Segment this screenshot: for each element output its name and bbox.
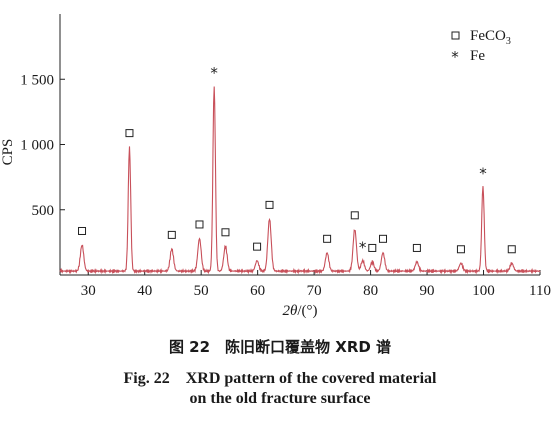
y-tick-label: 500 [32,203,55,219]
feco3-peak-marker [323,234,332,243]
figure-caption-english-line1: Fig. 22 XRD pattern of the covered mater… [123,370,437,387]
x-tick-label: 40 [137,283,152,299]
x-tick-label: 80 [363,283,378,299]
x-tick-label: 70 [307,283,322,299]
x-tick-label: 50 [194,283,209,299]
feco3-peak-marker [456,245,465,254]
fe-peak-marker: * [359,239,367,257]
y-tick-label: 1 500 [20,72,54,88]
fe-peak-marker: * [210,64,218,82]
feco3-peak-marker [265,200,274,209]
fe-peak-marker: * [479,164,487,182]
x-tick-label: 60 [250,283,265,299]
figure-caption-english-line2: on the old fracture surface [189,390,371,407]
x-axis-title: 2θ/(°) [282,303,317,319]
figure-caption-chinese: 图 22 陈旧断口覆盖物 XRD 谱 [168,338,392,356]
feco3-peak-marker [412,243,421,252]
feco3-peak-marker [379,234,388,243]
legend-square-marker [451,31,460,40]
x-tick-label: 100 [472,283,495,299]
y-tick-label: 1 000 [20,138,54,154]
legend-fe-label: Fe [470,48,485,64]
feco3-peak-marker [368,243,377,252]
feco3-peak-marker [507,245,516,254]
feco3-peak-marker [350,211,359,220]
legend-star-marker: * [451,48,459,66]
feco3-peak-marker [167,230,176,239]
feco3-peak-marker [253,242,262,251]
legend-feco3-label: FeCO3 [470,28,511,47]
legend: FeCO3 * Fe [451,28,511,66]
y-axis-title: CPS [0,139,16,166]
feco3-peak-marker [195,220,204,229]
xrd-series-line [59,86,541,275]
x-tick-label: 110 [529,283,551,299]
feco3-peak-marker [221,228,230,237]
feco3-peak-marker [78,226,87,235]
x-tick-label: 90 [420,283,435,299]
x-tick-label: 30 [81,283,96,299]
xrd-chart: 500 1 000 1 500 30 40 50 60 70 80 90 100 110 * * * C… [0,14,551,319]
feco3-peak-marker [125,129,134,138]
